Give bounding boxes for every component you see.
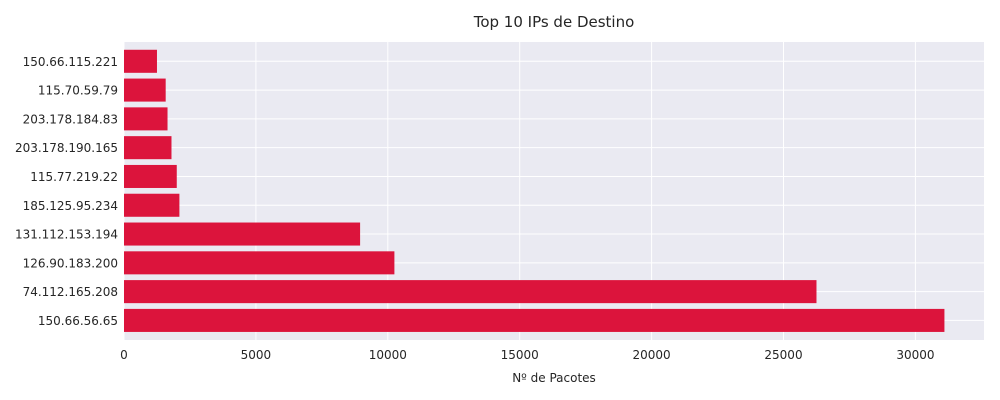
bar <box>124 78 166 102</box>
y-tick-label: 115.70.59.79 <box>38 84 118 98</box>
bar <box>124 193 180 217</box>
x-axis-label: Nº de Pacotes <box>512 371 596 385</box>
bar <box>124 136 172 160</box>
bar <box>124 107 168 131</box>
y-tick-label: 126.90.183.200 <box>23 256 118 270</box>
bar <box>124 280 817 304</box>
y-tick-label: 203.178.190.165 <box>15 141 118 155</box>
y-tick-label: 150.66.56.65 <box>38 314 118 328</box>
bar <box>124 164 177 188</box>
chart-title: Top 10 IPs de Destino <box>473 13 635 31</box>
y-tick-label: 131.112.153.194 <box>15 228 118 242</box>
bar <box>124 49 157 73</box>
x-tick-label: 5000 <box>241 348 272 362</box>
y-tick-label: 185.125.95.234 <box>23 199 118 213</box>
x-tick-label: 30000 <box>896 348 934 362</box>
bar <box>124 308 945 332</box>
bars <box>124 49 945 332</box>
x-tick-label: 0 <box>120 348 128 362</box>
x-tick-label: 25000 <box>764 348 802 362</box>
bar <box>124 222 361 246</box>
y-axis-ticks: 150.66.56.65 74.112.165.208 126.90.183.200… <box>15 55 118 328</box>
y-tick-label: 74.112.165.208 <box>23 285 118 299</box>
bar <box>124 251 395 275</box>
y-tick-label: 115.77.219.22 <box>30 170 118 184</box>
x-tick-label: 20000 <box>633 348 671 362</box>
y-tick-label: 150.66.115.221 <box>23 55 118 69</box>
y-tick-label: 203.178.184.83 <box>23 112 118 126</box>
x-axis-ticks: 0 5000 10000 15000 20000 25000 30000 <box>120 348 934 362</box>
x-tick-label: 10000 <box>369 348 407 362</box>
x-tick-label: 15000 <box>501 348 539 362</box>
